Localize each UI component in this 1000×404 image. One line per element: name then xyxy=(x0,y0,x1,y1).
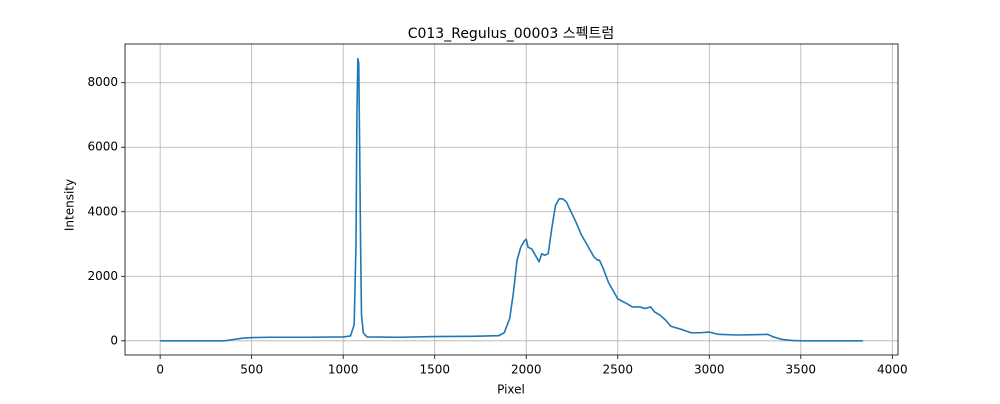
x-tick-label: 2500 xyxy=(602,363,633,377)
x-tick-label: 3500 xyxy=(786,363,817,377)
x-tick-label: 2000 xyxy=(511,363,542,377)
x-tick-label: 4000 xyxy=(877,363,908,377)
y-tick-label: 2000 xyxy=(87,269,118,283)
x-axis-label: Pixel xyxy=(497,383,525,397)
x-tick-label: 500 xyxy=(240,363,263,377)
y-tick-label: 0 xyxy=(110,333,118,347)
plot-frame xyxy=(124,43,899,356)
x-tick-label: 0 xyxy=(156,363,164,377)
chart-title: C013_Regulus_00003 스펙트럼 xyxy=(408,26,615,42)
y-tick-label: 6000 xyxy=(87,140,118,154)
x-tick-label: 1500 xyxy=(419,363,450,377)
y-axis-label: Intensity xyxy=(63,179,77,231)
x-tick-label: 3000 xyxy=(694,363,725,377)
data-line xyxy=(160,57,863,342)
y-tick-label: 8000 xyxy=(87,75,118,89)
x-tick-label: 1000 xyxy=(328,363,359,377)
y-tick-label: 4000 xyxy=(87,204,118,218)
